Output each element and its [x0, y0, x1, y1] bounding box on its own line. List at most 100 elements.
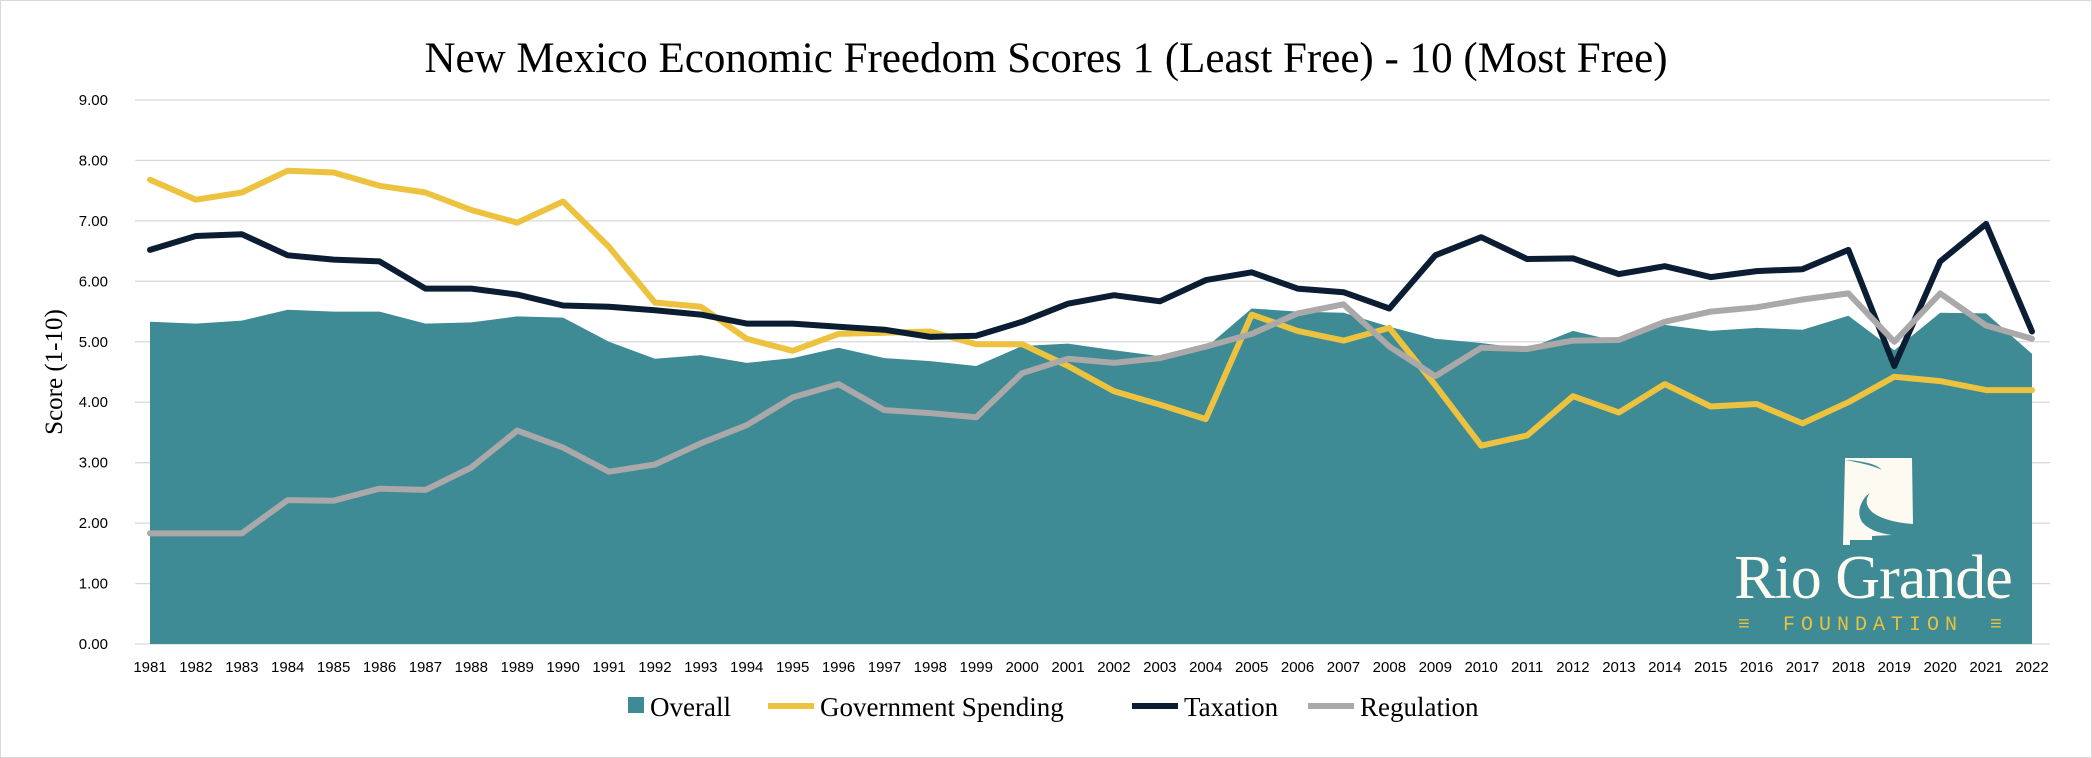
point-taxation: [1386, 306, 1392, 312]
area-overall: [150, 308, 2032, 644]
point-regulation: [606, 469, 612, 475]
x-tick-label: 2007: [1327, 659, 1360, 676]
point-regulation: [744, 422, 750, 428]
x-tick-label: 2000: [1005, 659, 1038, 676]
x-tick-label: 1986: [363, 659, 396, 676]
point-taxation: [1432, 252, 1438, 258]
point-taxation: [422, 286, 428, 292]
point-regulation: [377, 486, 383, 492]
point-taxation: [377, 258, 383, 264]
point-taxation: [1203, 277, 1209, 283]
point-regulation: [1157, 355, 1163, 361]
point-taxation: [1937, 258, 1943, 264]
point-taxation: [1524, 256, 1530, 262]
point-taxation: [973, 333, 979, 339]
x-tick-labels: 1981 1982 1983 1984 1985 1986 1987 1988 1989 1990…: [133, 659, 2048, 676]
point-government-spending: [973, 341, 979, 347]
point-government-spending: [239, 189, 245, 195]
point-government-spending: [514, 220, 520, 226]
x-tick-label: 1994: [730, 659, 763, 676]
point-taxation: [193, 233, 199, 239]
point-government-spending: [836, 331, 842, 337]
y-tick-labels: 0.00 1.00 2.00 3.00 4.00 5.00 6.00 7.00 8.00 9.00: [79, 92, 108, 653]
point-government-spending: [1432, 382, 1438, 388]
point-taxation: [239, 231, 245, 237]
point-taxation: [652, 307, 658, 313]
x-tick-label: 1997: [868, 659, 901, 676]
point-regulation: [1432, 373, 1438, 379]
point-taxation: [1616, 271, 1622, 277]
point-government-spending: [285, 168, 291, 174]
point-government-spending: [698, 304, 704, 310]
x-tick-label: 2004: [1189, 659, 1222, 676]
x-tick-label: 1989: [501, 659, 534, 676]
point-regulation: [881, 407, 887, 413]
rio-grande-logo: Rio Grande FOUNDATION ≡ ≡: [1734, 458, 2013, 637]
point-regulation: [1340, 301, 1346, 307]
point-regulation: [1478, 345, 1484, 351]
point-regulation: [1295, 310, 1301, 316]
point-taxation: [1478, 234, 1484, 240]
point-government-spending: [1937, 378, 1943, 384]
point-taxation: [468, 286, 474, 292]
point-regulation: [468, 465, 474, 471]
x-tick-label: 1999: [960, 659, 993, 676]
chart-title: New Mexico Economic Freedom Scores 1 (Le…: [424, 35, 1667, 82]
legend-swatch-overall: [628, 697, 644, 713]
point-regulation: [973, 414, 979, 420]
point-government-spending: [790, 348, 796, 354]
point-government-spending: [1845, 399, 1851, 405]
y-tick-label: 6.00: [79, 273, 108, 290]
point-government-spending: [652, 299, 658, 305]
x-tick-label: 2005: [1235, 659, 1268, 676]
x-tick-label: 1998: [914, 659, 947, 676]
point-regulation: [790, 394, 796, 400]
point-government-spending: [147, 177, 153, 183]
legend-label-taxation: Taxation: [1184, 692, 1279, 722]
x-tick-label: 1981: [133, 659, 166, 676]
y-tick-label: 4.00: [79, 394, 108, 411]
point-government-spending: [1019, 341, 1025, 347]
legend-label-regulation: Regulation: [1360, 692, 1479, 722]
point-regulation: [1570, 338, 1576, 344]
point-taxation: [1799, 266, 1805, 272]
x-tick-label: 2008: [1373, 659, 1406, 676]
point-regulation: [1111, 360, 1117, 366]
point-regulation: [1203, 344, 1209, 350]
x-tick-label: 1988: [455, 659, 488, 676]
x-tick-label: 2018: [1832, 659, 1865, 676]
y-tick-label: 5.00: [79, 334, 108, 351]
point-taxation: [1754, 268, 1760, 274]
point-regulation: [331, 498, 337, 504]
point-regulation: [1524, 346, 1530, 352]
point-regulation: [1386, 344, 1392, 350]
point-government-spending: [1891, 374, 1897, 380]
point-taxation: [698, 312, 704, 318]
point-regulation: [560, 445, 566, 451]
logo-mark-left: ≡: [1738, 614, 1756, 637]
point-regulation: [239, 530, 245, 536]
x-tick-label: 2010: [1464, 659, 1497, 676]
x-tick-label: 2006: [1281, 659, 1314, 676]
y-tick-label: 2.00: [79, 515, 108, 532]
legend-label-government-spending: Government Spending: [820, 692, 1064, 722]
line-regulation: [147, 290, 2035, 537]
point-government-spending: [1249, 312, 1255, 318]
y-tick-label: 3.00: [79, 455, 108, 472]
point-regulation: [1799, 296, 1805, 302]
point-government-spending: [1157, 402, 1163, 408]
point-taxation: [1295, 286, 1301, 292]
point-taxation: [560, 303, 566, 309]
point-government-spending: [1295, 328, 1301, 334]
point-taxation: [1065, 301, 1071, 307]
point-regulation: [2029, 336, 2035, 342]
point-regulation: [1754, 304, 1760, 310]
x-tick-label: 2021: [1969, 659, 2002, 676]
x-tick-label: 2014: [1648, 659, 1681, 676]
x-tick-label: 1985: [317, 659, 350, 676]
x-tick-label: 2003: [1143, 659, 1176, 676]
point-regulation: [1937, 290, 1943, 296]
point-government-spending: [606, 244, 612, 250]
y-tick-label: 1.00: [79, 576, 108, 593]
